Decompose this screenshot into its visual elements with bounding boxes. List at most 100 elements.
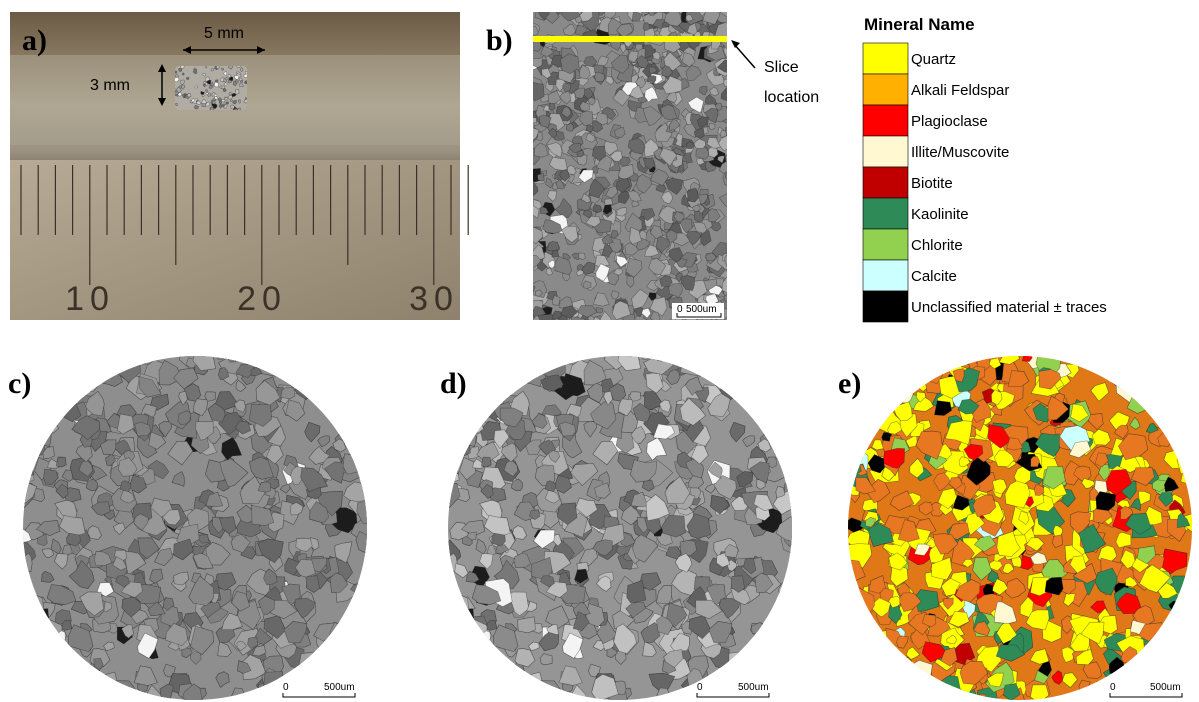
grain xyxy=(1166,352,1187,372)
grain xyxy=(359,669,378,690)
grain xyxy=(240,80,242,82)
grain xyxy=(1124,369,1140,387)
grain xyxy=(175,103,177,106)
grain xyxy=(1107,358,1134,383)
grain xyxy=(56,631,66,643)
grain xyxy=(503,681,528,699)
grain xyxy=(756,657,777,673)
grain xyxy=(1022,351,1032,362)
grain xyxy=(450,404,468,421)
grain xyxy=(292,350,319,375)
grain xyxy=(772,401,794,429)
grain xyxy=(8,654,30,679)
grain xyxy=(28,639,48,665)
grain xyxy=(292,350,319,375)
grain xyxy=(134,693,145,702)
grain xyxy=(451,683,464,695)
grain xyxy=(355,653,368,662)
grain xyxy=(316,649,340,671)
legend-label: Biotite xyxy=(911,175,953,192)
grain xyxy=(326,356,343,376)
grain xyxy=(763,408,787,439)
grain xyxy=(475,382,488,391)
grain xyxy=(316,369,331,387)
grain xyxy=(780,647,803,674)
legend-swatch xyxy=(863,260,908,291)
grain xyxy=(756,376,769,390)
grain xyxy=(202,103,206,106)
grain xyxy=(1159,391,1183,415)
grain xyxy=(53,687,78,702)
grain xyxy=(785,638,796,648)
grain xyxy=(321,669,332,680)
grain xyxy=(1092,682,1112,702)
grain xyxy=(478,665,494,678)
grain xyxy=(284,346,306,372)
grain xyxy=(78,681,103,699)
legend-label: Kaolinite xyxy=(911,206,969,223)
grain xyxy=(1171,432,1183,446)
grain xyxy=(677,346,696,363)
grain xyxy=(1178,430,1195,447)
grain xyxy=(471,682,485,694)
grain xyxy=(835,660,869,686)
grain xyxy=(747,349,772,374)
grain xyxy=(19,465,34,477)
texture-c xyxy=(8,341,380,702)
grain xyxy=(304,675,321,688)
grain xyxy=(34,654,58,679)
grain xyxy=(1121,676,1144,698)
grain xyxy=(848,626,868,645)
grain xyxy=(1139,372,1157,389)
grain xyxy=(281,357,303,385)
grain xyxy=(452,675,470,692)
grain xyxy=(852,636,868,654)
grain xyxy=(97,678,111,693)
grain xyxy=(725,350,740,360)
grain xyxy=(869,636,891,655)
grain xyxy=(779,624,790,635)
grain xyxy=(266,349,283,364)
grain xyxy=(888,690,903,702)
grain xyxy=(1157,356,1179,376)
grain xyxy=(781,430,791,441)
grain xyxy=(453,660,480,687)
grain xyxy=(182,73,184,75)
grain xyxy=(79,351,107,371)
grain xyxy=(508,692,528,702)
grain xyxy=(11,600,44,631)
grain xyxy=(202,95,204,97)
grain xyxy=(1180,596,1199,614)
grain xyxy=(73,368,99,392)
grain xyxy=(635,44,642,50)
grain xyxy=(89,345,116,365)
grain xyxy=(214,94,217,96)
grain xyxy=(910,691,929,702)
grain xyxy=(23,426,45,450)
grain xyxy=(452,612,473,635)
grain xyxy=(717,359,728,370)
grain xyxy=(536,352,555,369)
slice-arrow-head xyxy=(731,40,740,48)
grain xyxy=(459,654,483,679)
grain xyxy=(134,693,145,702)
grain xyxy=(781,430,791,441)
grain xyxy=(474,351,497,374)
grain xyxy=(488,669,499,684)
grain xyxy=(854,688,865,699)
grain xyxy=(347,408,371,428)
grain xyxy=(1139,372,1157,389)
grain xyxy=(717,350,744,375)
grain xyxy=(284,346,306,372)
grain xyxy=(281,357,303,385)
grain xyxy=(68,677,88,702)
grain xyxy=(25,652,51,677)
grain xyxy=(1169,601,1185,615)
grain xyxy=(1131,365,1148,380)
grain xyxy=(445,625,465,644)
grain xyxy=(496,687,511,702)
grain xyxy=(304,377,316,391)
panel-label: e) xyxy=(838,367,861,400)
grain xyxy=(219,102,221,104)
grain xyxy=(937,350,963,370)
